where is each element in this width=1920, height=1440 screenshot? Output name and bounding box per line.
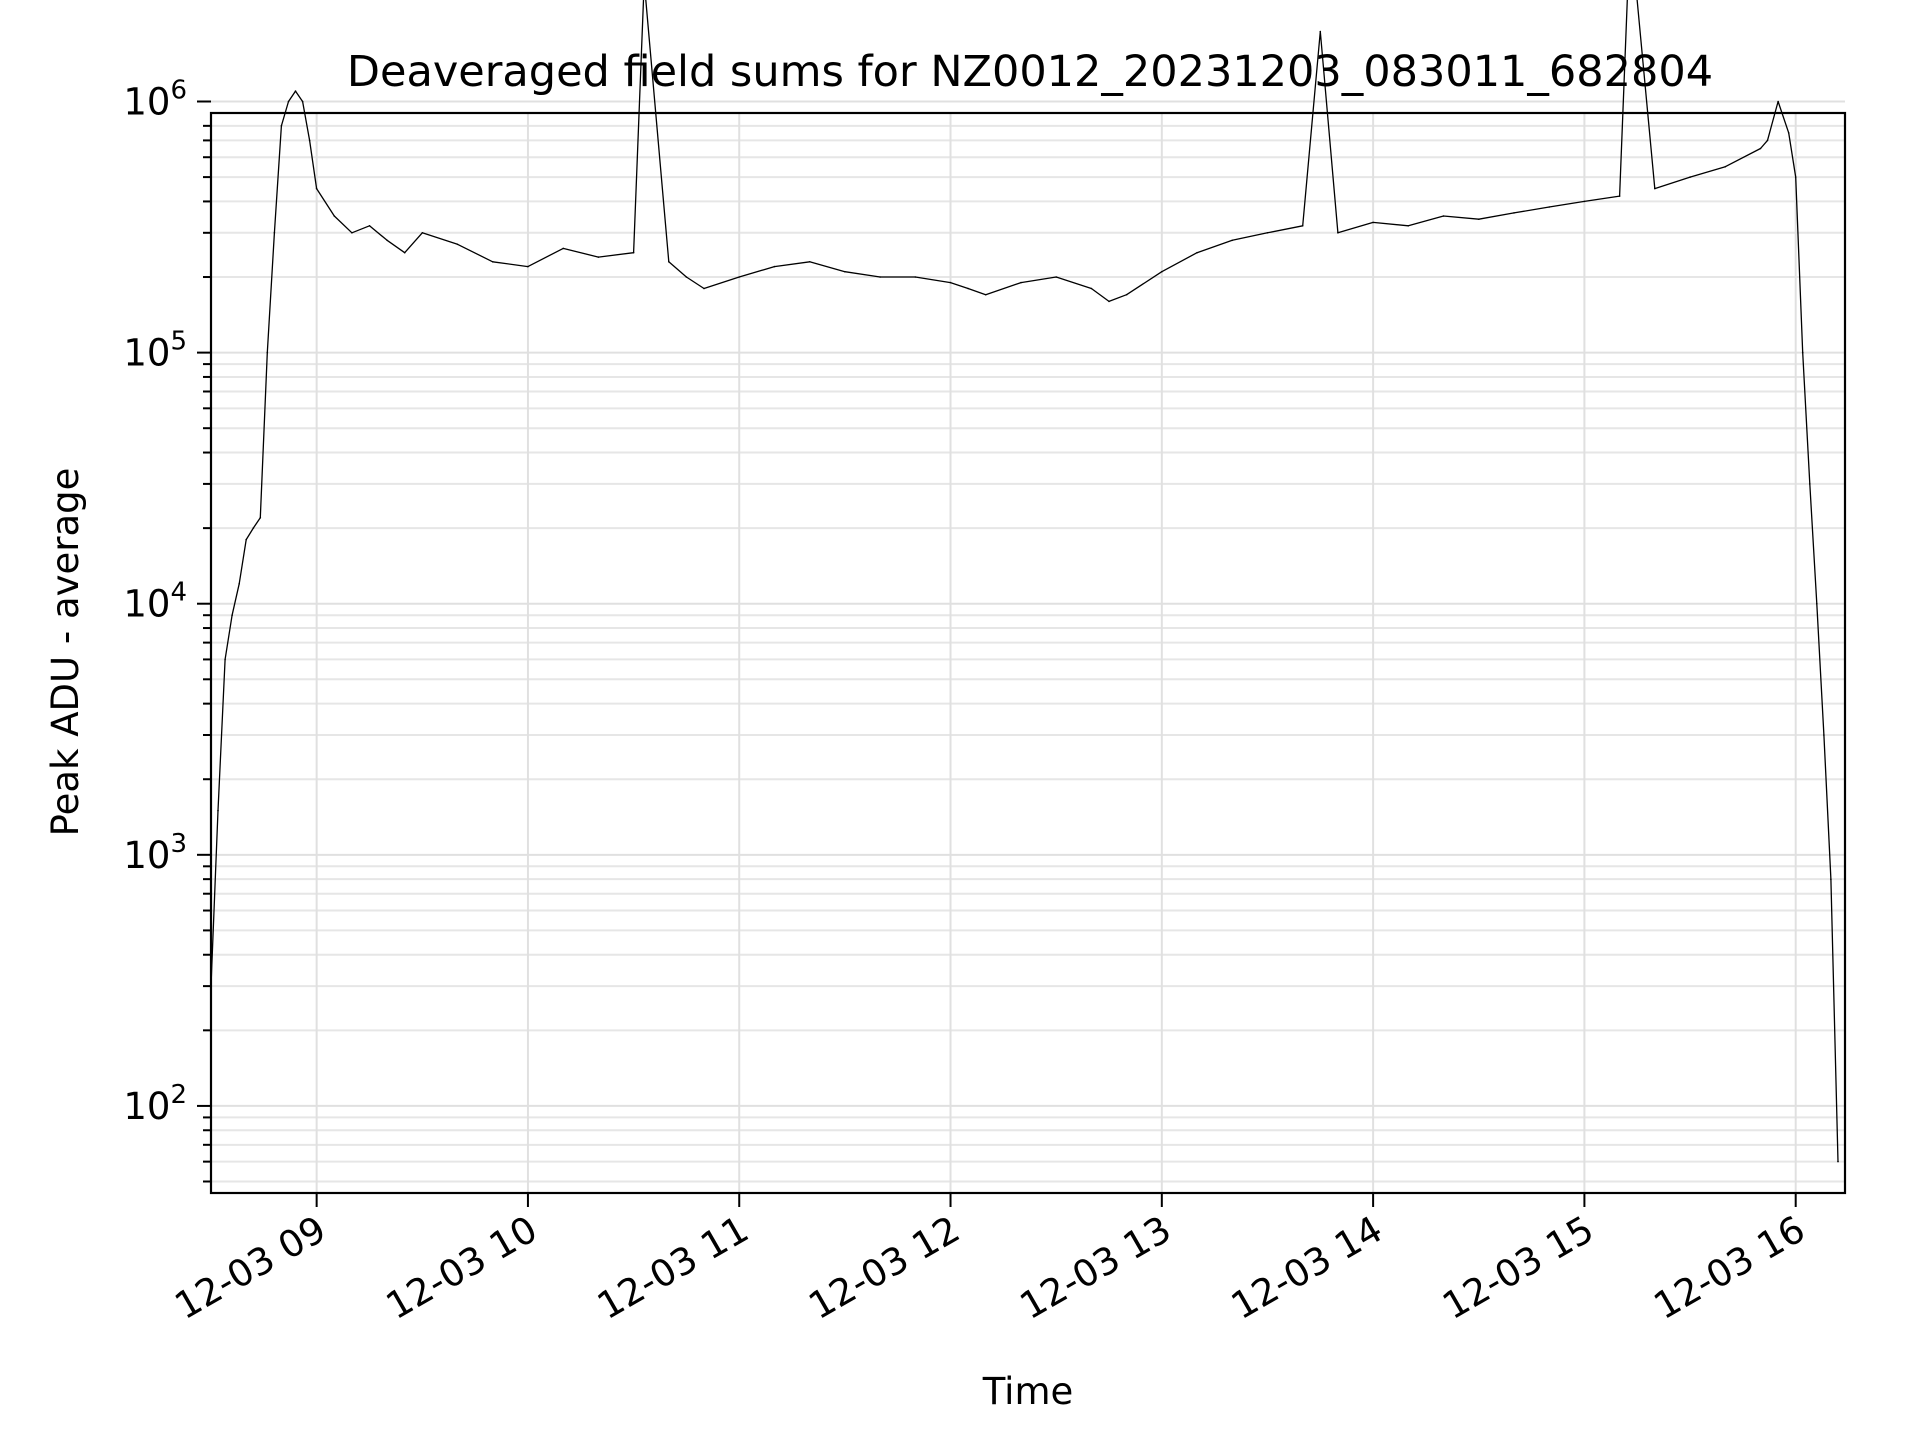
data-point <box>808 261 811 263</box>
data-point <box>1319 30 1322 33</box>
data-point <box>1724 165 1727 168</box>
grid <box>211 100 1845 1193</box>
data-point <box>773 265 776 268</box>
y-tick-label-base: 10 <box>123 834 170 877</box>
data-point <box>333 215 336 217</box>
data-point <box>597 256 600 258</box>
data-point <box>368 225 371 227</box>
data-point <box>1583 200 1586 203</box>
data-point <box>562 247 564 250</box>
data-point <box>217 809 219 812</box>
data-point <box>224 658 226 661</box>
data-point <box>1777 100 1779 103</box>
data-point <box>1442 215 1445 217</box>
data-point <box>1196 251 1198 254</box>
y-tick-label-exponent: 5 <box>170 327 187 357</box>
data-point <box>1830 878 1832 880</box>
data-point <box>1823 734 1825 736</box>
data-point <box>238 583 240 585</box>
data-point <box>984 293 987 296</box>
y-axis-label: Peak ADU - average <box>44 468 87 837</box>
data-point <box>386 239 388 242</box>
data-point <box>1407 225 1410 227</box>
data-point <box>1266 232 1269 234</box>
series-line <box>210 0 1839 1162</box>
data-point <box>1372 221 1374 224</box>
data-point <box>421 232 424 234</box>
y-tick-label-base: 10 <box>123 1085 170 1128</box>
data-point <box>1809 483 1811 485</box>
y-tick-label: 102 <box>123 1080 187 1128</box>
data-point <box>287 100 290 103</box>
data-point <box>1301 225 1304 227</box>
data-point <box>1794 176 1797 178</box>
data-point <box>967 287 969 290</box>
data-point <box>1759 147 1762 150</box>
plot-area <box>210 0 1839 1163</box>
data-point <box>1548 206 1550 208</box>
data-point <box>266 351 269 354</box>
data-point <box>703 287 705 290</box>
data-point <box>456 243 459 246</box>
data-point <box>491 261 494 263</box>
data-point <box>632 251 635 254</box>
data-point <box>1090 287 1093 290</box>
data-point <box>1766 139 1769 142</box>
data-point <box>351 232 353 234</box>
data-point <box>259 516 262 519</box>
data-point <box>668 261 670 263</box>
x-axis-label: Time <box>982 1370 1074 1413</box>
y-tick-label: 104 <box>123 578 187 626</box>
data-point <box>879 276 881 278</box>
data-point <box>1125 293 1128 296</box>
data-point <box>1787 132 1790 134</box>
data-point <box>252 527 255 529</box>
data-point <box>685 276 688 278</box>
data-point <box>403 251 406 254</box>
data-point <box>949 281 952 284</box>
data-point <box>1055 276 1057 278</box>
data-point <box>844 270 846 273</box>
data-point <box>1108 300 1110 303</box>
y-tick-label: 103 <box>123 829 187 877</box>
y-tick-label-exponent: 6 <box>170 76 187 106</box>
data-point <box>1816 602 1818 605</box>
data-point <box>1020 281 1022 284</box>
data-point <box>280 125 283 127</box>
data-point <box>914 276 917 278</box>
y-tick-label-base: 10 <box>123 583 170 626</box>
plot-frame <box>209 111 1847 1195</box>
data-point <box>308 139 311 142</box>
data-point <box>1618 195 1621 197</box>
data-point <box>738 276 740 278</box>
data-point <box>1478 218 1480 220</box>
data-point <box>301 100 304 103</box>
data-point <box>1231 239 1234 242</box>
data-point <box>1513 212 1515 214</box>
chart-title: Deaveraged field sums for NZ0012_2023120… <box>347 47 1713 97</box>
data-point <box>231 614 233 616</box>
data-point <box>245 538 247 541</box>
data-point <box>273 232 276 234</box>
data-point <box>527 265 529 268</box>
y-tick-label-base: 10 <box>123 332 170 375</box>
data-point <box>1654 187 1656 190</box>
data-point <box>1801 351 1804 354</box>
data-point <box>294 90 297 92</box>
y-tick-label-exponent: 4 <box>170 578 187 608</box>
y-tick-label-base: 10 <box>123 81 170 124</box>
data-point <box>1337 232 1339 234</box>
data-point <box>1837 1160 1839 1163</box>
data-point <box>1161 270 1163 273</box>
y-tick-label: 105 <box>123 327 187 375</box>
y-tick-label-exponent: 3 <box>170 829 187 859</box>
data-point <box>1689 176 1691 178</box>
data-point <box>315 187 318 190</box>
y-tick-label: 106 <box>123 76 187 124</box>
y-tick-label-exponent: 2 <box>170 1080 187 1110</box>
